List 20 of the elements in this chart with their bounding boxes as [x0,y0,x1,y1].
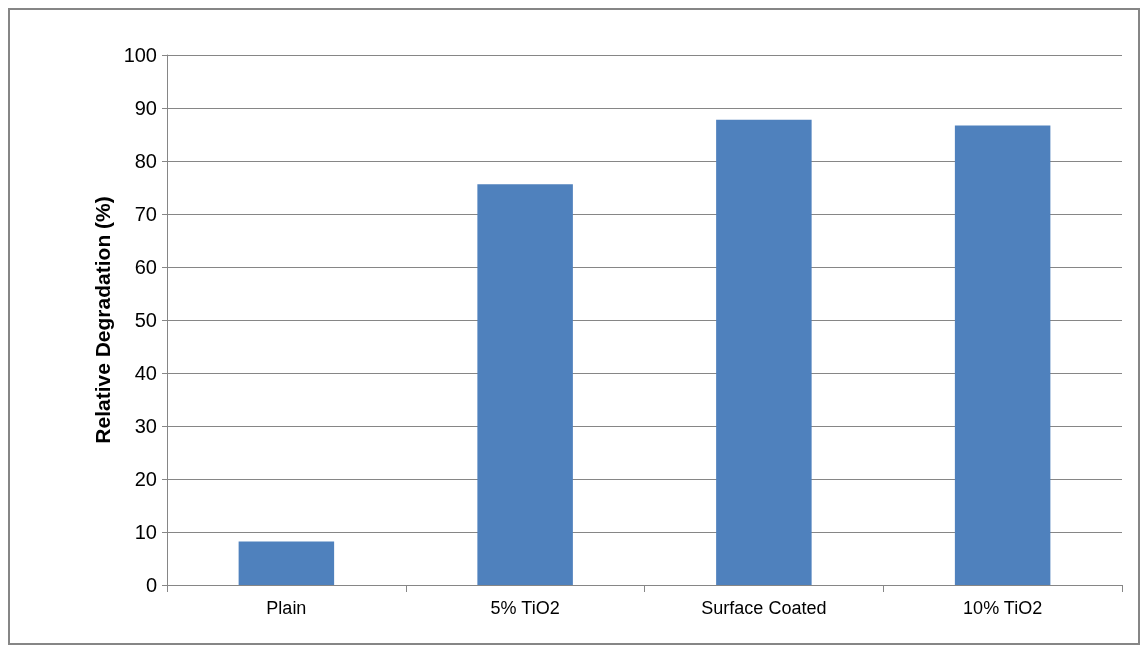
y-tick-label: 100 [123,44,157,66]
y-tick-label: 30 [134,415,157,437]
y-tick-label: 60 [134,256,157,278]
bar [954,125,1051,585]
y-tick-label: 0 [145,574,157,596]
bar [716,119,812,585]
y-tick-label: 80 [134,150,157,172]
x-tick-label: Plain [266,598,307,618]
y-tick-label: 90 [134,97,157,119]
y-axis-title: Relative Degradation (%) [90,196,114,444]
y-tick-label: 20 [134,468,157,490]
bar [477,184,573,585]
x-tick-label: 5% TiO2 [490,598,560,618]
y-tick-label: 40 [134,362,157,384]
y-tick-label: 10 [134,521,157,543]
x-tick-label: Surface Coated [701,598,827,618]
y-tick-label: 70 [134,203,157,225]
x-tick-label: 10% TiO2 [963,598,1043,618]
y-tick-label: 50 [134,309,157,331]
bar [238,541,335,585]
